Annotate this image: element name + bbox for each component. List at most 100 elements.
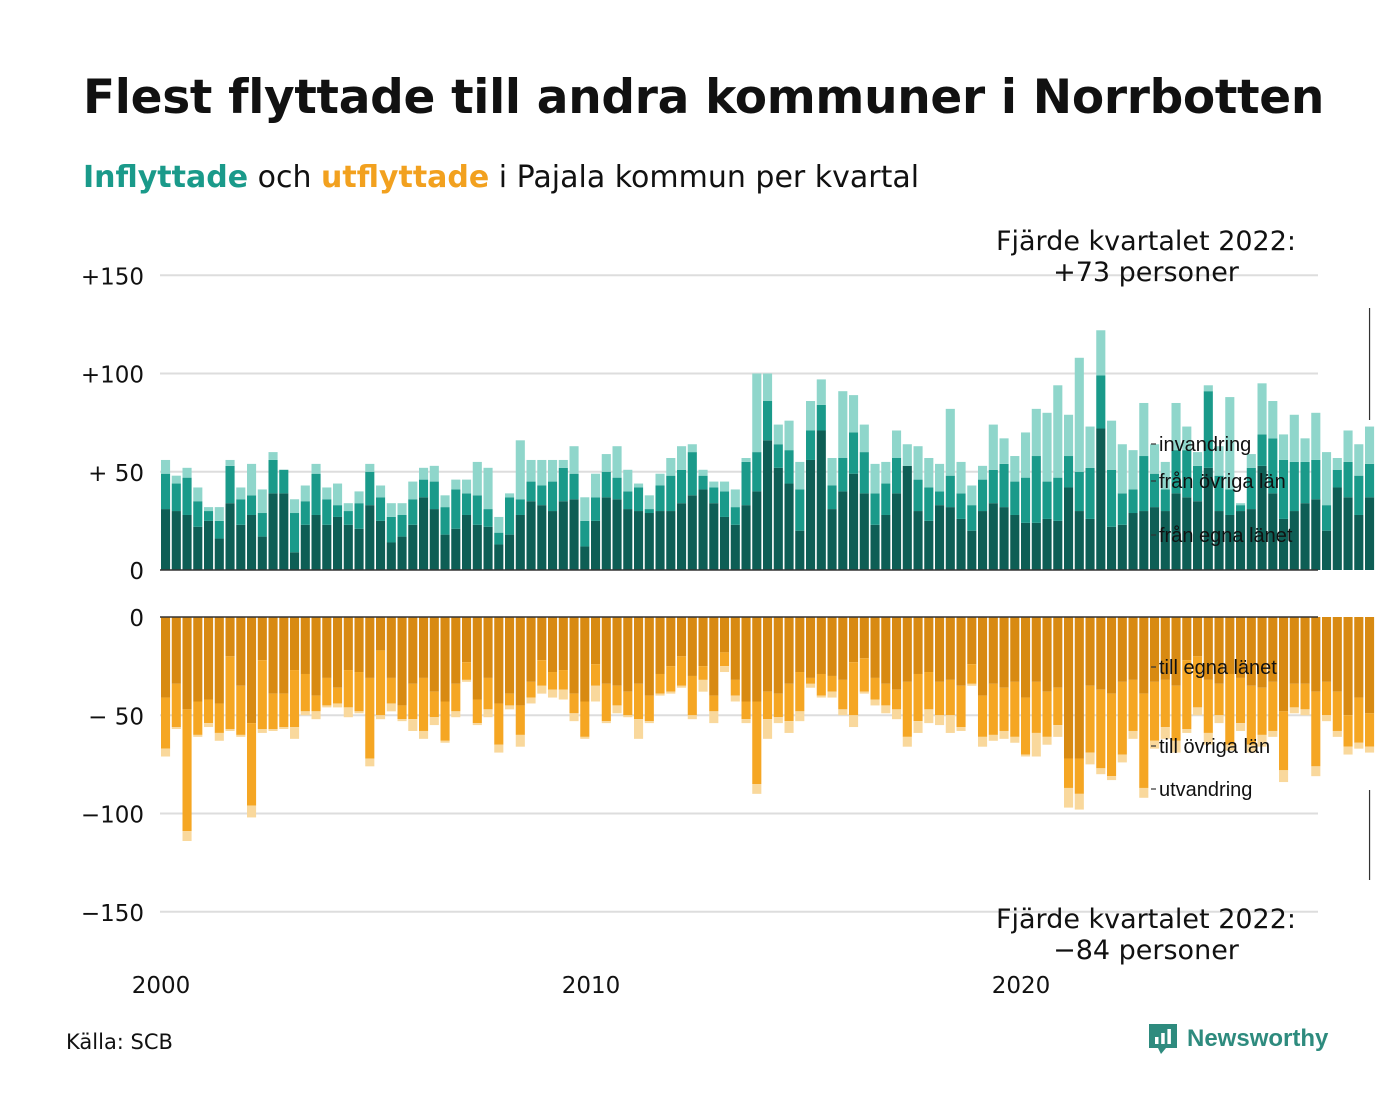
bar-out-own-county [161,617,171,698]
bar-out-other-counties [752,701,762,785]
bar-out-own-county [892,617,902,690]
bar-out-own-county [505,617,515,694]
bar-in-other-counties [752,452,762,492]
bar-in-own-county [687,495,697,570]
bar-out-emigration [763,719,773,739]
bar-out-other-counties [816,673,826,696]
bar-in-immigration [1117,444,1127,494]
bar-out-other-counties [838,679,848,710]
bar-out-other-counties [988,683,998,735]
bar-in-other-counties [655,485,665,512]
bar-out-emigration [1268,730,1278,737]
bar-out-emigration [1182,729,1192,733]
bar-in-own-county [569,499,579,570]
bar-in-other-counties [1064,456,1074,488]
bar-in-immigration [795,461,805,490]
bar-out-own-county [806,617,816,678]
bar-in-immigration [569,446,579,474]
bar-out-other-counties [472,699,482,724]
bar-in-own-county [1365,497,1375,570]
bar-out-other-counties [429,691,439,718]
bar-in-immigration [806,401,816,431]
bar-in-immigration [548,459,558,482]
bar-out-other-counties [698,666,708,680]
bar-in-other-counties [1322,505,1332,531]
bar-out-other-counties [225,656,235,730]
bar-in-other-counties [268,459,278,494]
bar-out-emigration [247,805,257,818]
bar-in-other-counties [1010,481,1020,515]
bar-out-other-counties [171,683,181,728]
bar-out-emigration [827,691,837,698]
bar-in-own-county [354,528,364,570]
series-label-top: invandring [1159,434,1251,456]
bar-in-immigration [892,430,902,458]
bar-out-emigration [1311,766,1321,777]
bar-out-emigration [1289,707,1299,714]
bar-out-own-county [1160,617,1170,680]
bar-out-own-county [1074,617,1084,759]
bar-in-other-counties [311,473,321,515]
bar-out-own-county [763,617,773,692]
bar-out-other-counties [634,683,644,720]
bar-out-other-counties [892,689,902,710]
bar-out-other-counties [870,677,880,700]
bar-in-immigration [1246,454,1256,468]
bar-out-own-county [1085,617,1095,686]
bar-in-own-county [870,524,880,570]
bar-out-other-counties [1096,689,1106,769]
bar-in-own-county [429,509,439,570]
bar-in-other-counties [483,509,493,527]
x-tick-label: 2020 [992,973,1051,999]
bar-in-own-county [892,493,902,570]
bar-out-emigration [720,666,730,673]
bar-in-own-county [247,514,257,570]
bar-in-immigration [591,473,601,498]
bar-out-emigration [558,689,568,700]
bar-out-other-counties [655,673,665,694]
bar-in-immigration [838,391,848,458]
subtitle-rest: i Pajala kommun per kvartal [489,160,920,195]
bar-in-immigration [322,487,332,500]
y-tick-top: +100 [81,363,144,389]
bar-in-other-counties [870,493,880,525]
bar-out-other-counties [763,691,773,720]
bar-in-own-county [988,503,998,570]
bar-out-emigration [1053,725,1063,737]
bar-out-other-counties [1365,713,1375,747]
bar-in-immigration [268,452,278,460]
bar-in-own-county [1311,499,1321,570]
bar-out-emigration [1096,768,1106,775]
bar-out-own-county [1042,617,1052,692]
bar-out-other-counties [687,675,697,716]
bar-out-other-counties [1225,673,1235,745]
bar-out-own-county [1236,617,1246,678]
bar-in-immigration [773,424,783,445]
bar-out-own-county [322,617,332,678]
bar-in-other-counties [419,479,429,498]
bar-in-own-county [1343,497,1353,570]
bar-in-other-counties [913,479,923,512]
bar-in-immigration [1182,426,1192,451]
bar-out-emigration [182,831,192,842]
brand-name: Newsworthy [1187,1025,1329,1052]
bar-in-own-county [806,459,816,570]
bar-in-own-county [257,536,267,570]
bar-in-other-counties [505,497,515,535]
bar-in-immigration [978,465,988,480]
bar-out-own-county [472,617,482,700]
bar-out-own-county [311,617,321,696]
bar-out-own-county [677,617,687,657]
bar-in-own-county [1203,467,1213,570]
annotation-top-line1: Fjärde kvartalet 2022: [996,226,1296,257]
bar-in-own-county [494,544,504,570]
bar-in-own-county [1182,497,1192,570]
bar-in-other-counties [1225,489,1235,515]
bar-out-own-county [870,617,880,678]
bar-out-own-county [1064,617,1074,759]
bar-in-own-county [763,440,773,570]
bar-in-immigration [1031,408,1041,457]
bar-in-other-counties [1053,477,1063,521]
bar-in-other-counties [784,450,794,484]
bar-in-own-county [978,511,988,570]
